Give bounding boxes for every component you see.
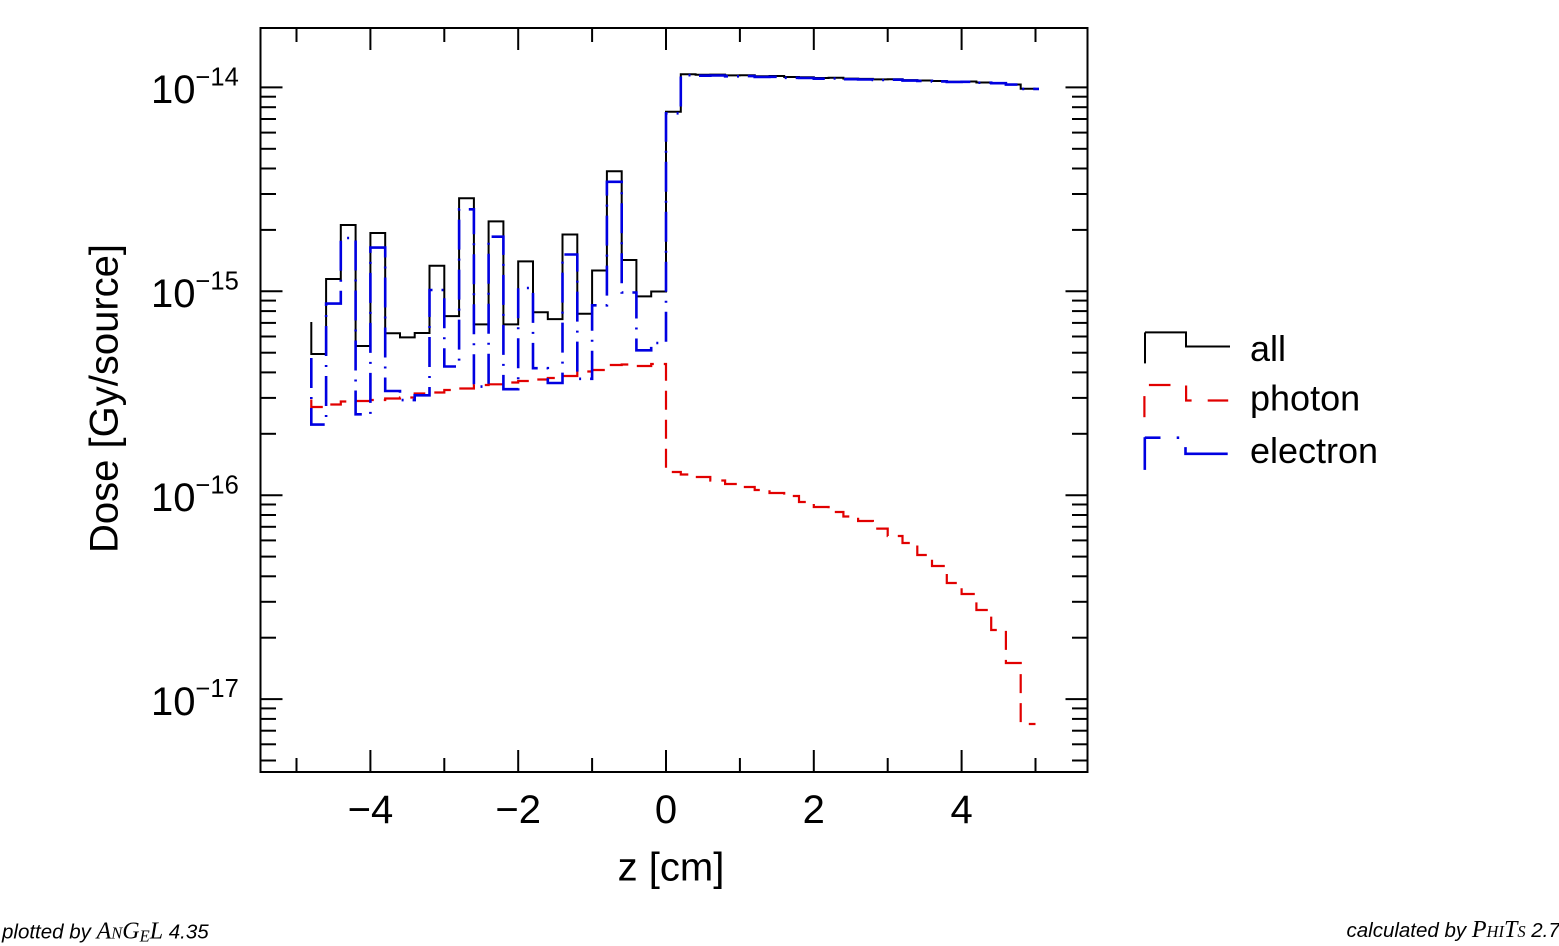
svg-text:4: 4 [950,788,972,832]
svg-text:calculated by PHITS 2.7: calculated by PHITS 2.7 [1347,917,1559,943]
svg-text:z [cm]: z [cm] [618,846,725,890]
svg-text:10−14: 10−14 [151,64,239,113]
svg-text:10−15: 10−15 [151,267,239,316]
svg-text:−4: −4 [348,788,394,832]
svg-text:10−16: 10−16 [151,471,239,520]
svg-text:10−17: 10−17 [151,675,239,724]
svg-text:Dose [Gy/source]: Dose [Gy/source] [83,244,127,553]
svg-text:2: 2 [803,788,825,832]
svg-text:plotted by ANGEL 4.35: plotted by ANGEL 4.35 [1,919,209,946]
svg-text:electron: electron [1250,430,1378,471]
svg-text:−2: −2 [495,788,541,832]
svg-text:photon: photon [1250,378,1360,419]
svg-text:all: all [1250,328,1286,369]
svg-text:0: 0 [655,788,677,832]
